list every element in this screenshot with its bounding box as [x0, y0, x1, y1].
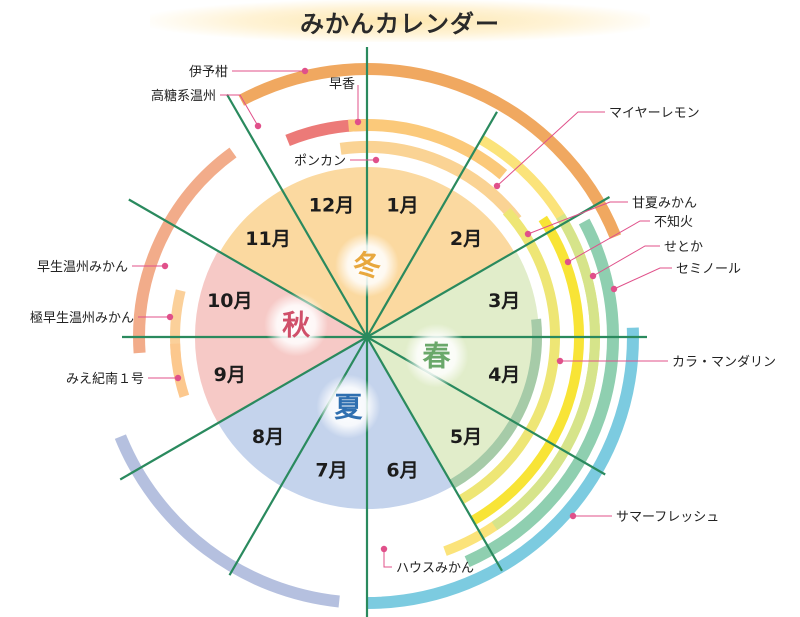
harvest-arc	[133, 147, 237, 354]
harvest-arc	[464, 218, 619, 568]
leader-dot	[254, 122, 262, 130]
variety-label: ハウスみかん	[396, 561, 474, 576]
harvest-arc	[491, 213, 601, 531]
month-divider	[366, 111, 498, 338]
harvest-arc	[458, 207, 560, 505]
season-label-spring: 春	[422, 340, 450, 373]
variety-label: セミノール	[676, 262, 741, 277]
month-divider	[119, 336, 368, 481]
variety-label: 不知火	[654, 214, 693, 230]
harvest-arc	[449, 318, 543, 489]
month-label: 2月	[450, 228, 482, 250]
leader-lines	[132, 67, 672, 568]
leader-line	[496, 111, 605, 187]
harvest-arc	[114, 434, 340, 608]
month-label: 11月	[245, 228, 290, 250]
month-divider	[128, 198, 368, 338]
variety-label: マイヤーレモン	[609, 106, 700, 121]
leader-dot	[161, 262, 169, 270]
season-halo	[404, 323, 469, 388]
variety-label: せとか	[664, 240, 703, 255]
leader-line	[567, 220, 650, 263]
leader-line	[383, 549, 392, 568]
month-label: 12月	[309, 195, 354, 217]
month-divider	[366, 196, 611, 338]
leader-dot	[610, 285, 618, 293]
month-label: 5月	[450, 426, 482, 448]
month-label: 8月	[252, 426, 284, 448]
variety-label: みえ紀南１号	[66, 371, 144, 387]
leader-dot	[556, 357, 564, 365]
season-label-summer: 夏	[334, 391, 363, 424]
month-label: 4月	[488, 364, 520, 386]
leader-dot	[166, 313, 174, 321]
leader-dot	[174, 374, 182, 382]
month-label: 6月	[386, 459, 418, 481]
season-halo	[335, 233, 399, 297]
leader-dot	[354, 118, 362, 126]
month-labels: 1月 2月 3月 4月 5月 6月 7月 8月 9月 10月 11月 12月	[207, 195, 520, 482]
harvest-arc	[366, 327, 639, 609]
leader-line	[592, 245, 660, 277]
month-label: 3月	[488, 290, 520, 312]
variety-label: 伊予柑	[189, 65, 228, 80]
harvest-arc	[170, 343, 190, 398]
month-divider	[366, 336, 503, 572]
leader-dot	[372, 156, 380, 164]
leader-line	[220, 94, 259, 127]
leader-dot	[589, 272, 597, 280]
leader-line	[613, 267, 672, 290]
month-label: 9月	[214, 364, 246, 386]
variety-label: 早生温州みかん	[37, 260, 128, 275]
variety-label: カラ・マンダリン	[672, 355, 776, 370]
season-halo	[264, 292, 329, 357]
harvest-arc	[238, 63, 622, 239]
variety-label: 甘夏みかん	[632, 196, 697, 211]
season-label-winter: 冬	[353, 249, 381, 282]
title-glow	[150, 0, 650, 42]
variety-label: 早香	[329, 77, 355, 92]
variety-label: 極早生温州みかん	[30, 310, 134, 326]
leader-dot	[569, 512, 577, 520]
variety-label: ポンカン	[294, 154, 346, 169]
leader-line	[527, 201, 628, 235]
leader-dot	[380, 545, 388, 553]
month-label: 10月	[207, 290, 252, 312]
leader-dot	[564, 258, 572, 266]
variety-label: 高糖系温州	[151, 88, 216, 104]
season-labels: 冬春夏 秋	[264, 233, 469, 439]
harvest-arcs	[114, 63, 639, 609]
leader-dot	[524, 230, 532, 238]
harvest-arc	[347, 119, 508, 180]
variety-label: サマーフレッシュ	[616, 510, 719, 525]
season-halo	[316, 374, 381, 439]
month-label: 1月	[386, 195, 418, 217]
leader-dot	[301, 67, 309, 75]
season-label-autumn: 秋	[282, 309, 311, 342]
month-dividers	[119, 47, 647, 617]
month-divider	[226, 93, 368, 338]
page-title: みかんカレンダー	[300, 10, 500, 38]
leader-dot	[493, 182, 501, 190]
month-label: 7月	[315, 459, 347, 481]
